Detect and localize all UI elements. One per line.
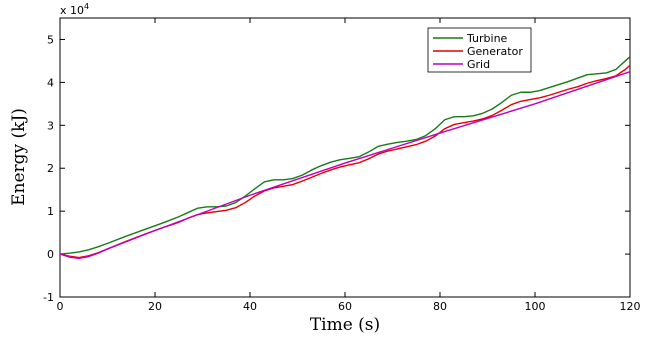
x-tick-label: 60 [338, 300, 352, 313]
x-tick-label: 0 [57, 300, 64, 313]
series-line-grid [59, 70, 631, 260]
y-tick-label: -1 [43, 291, 54, 304]
y-tick-label: 2 [47, 162, 54, 175]
x-axis-title: Time (s) [310, 315, 380, 335]
y-tick-label: 4 [47, 76, 54, 89]
y-tick-label: 0 [47, 248, 54, 261]
x-tick-label: 120 [620, 300, 641, 313]
plot-area [59, 17, 631, 298]
x-tick-label: 100 [525, 300, 546, 313]
y-exponent-label: x 104 [60, 2, 89, 17]
legend-label-grid: Grid [467, 58, 490, 71]
y-tick-label: 1 [47, 205, 54, 218]
x-tick-label: 80 [433, 300, 447, 313]
x-tick-label: 40 [243, 300, 257, 313]
y-tick-label: 3 [47, 119, 54, 132]
legend-label-generator: Generator [467, 45, 523, 58]
x-tick-label: 20 [148, 300, 162, 313]
y-tick-label: 5 [47, 33, 54, 46]
legend-label-turbine: Turbine [466, 32, 508, 45]
y-axis-title: Energy (kJ) [9, 108, 29, 206]
series-line-turbine [59, 56, 631, 255]
